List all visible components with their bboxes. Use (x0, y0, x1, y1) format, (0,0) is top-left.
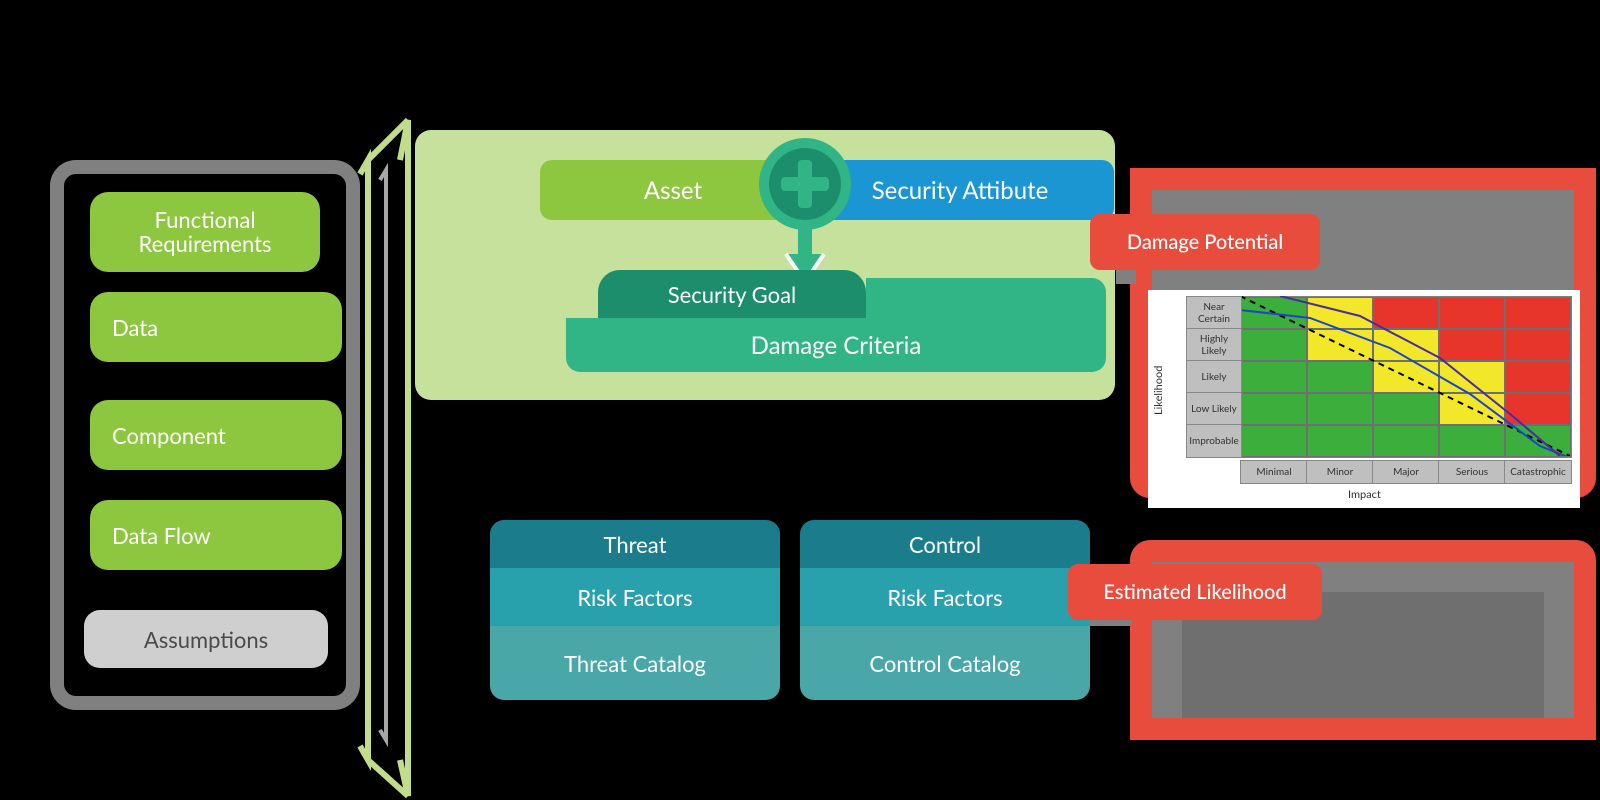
control-card: Control Risk Factors Control Catalog (800, 520, 1090, 700)
matrix-cell (1307, 329, 1373, 361)
threat-catalog: Threat Catalog (490, 626, 780, 700)
matrix-cell (1373, 329, 1439, 361)
matrix-cell (1505, 329, 1571, 361)
matrix-cell (1505, 393, 1571, 425)
matrix-cell (1439, 393, 1505, 425)
matrix-cell (1439, 297, 1505, 329)
damage-potential-label: Damage Potential (1127, 230, 1283, 254)
security-attribute-label: Security Attibute (872, 176, 1049, 205)
matrix-row-label: Near Certain (1186, 296, 1242, 330)
estimated-likelihood-tab: Estimated Likelihood (1068, 564, 1322, 620)
diagram-root: Assumptions Functional Requirements Data… (0, 0, 1600, 800)
matrix-x-axis-title: Impact (1348, 488, 1381, 501)
matrix-cell (1505, 297, 1571, 329)
matrix-cell (1241, 361, 1307, 393)
security-goal-label: Security Goal (668, 281, 796, 308)
matrix-col-label: Minimal (1240, 460, 1308, 484)
damage-criteria-bar: Damage Criteria (566, 318, 1106, 372)
matrix-cell (1439, 425, 1505, 457)
matrix-row-label: Highly Likely (1186, 328, 1242, 362)
risk-matrix: Likelihood Impact Near Certain Highly Li… (1148, 290, 1580, 508)
threat-risk-factors: Risk Factors (490, 568, 780, 626)
matrix-cell (1505, 361, 1571, 393)
matrix-cell (1373, 425, 1439, 457)
damage-potential-tab: Damage Potential (1090, 214, 1320, 270)
matrix-row-label: Likely (1186, 360, 1242, 394)
matrix-cell (1307, 425, 1373, 457)
matrix-cell (1241, 393, 1307, 425)
plus-location-icon (740, 130, 870, 290)
matrix-cell (1373, 393, 1439, 425)
matrix-grid (1240, 296, 1572, 458)
control-card-title: Control (800, 520, 1090, 568)
matrix-col-label: Serious (1438, 460, 1506, 484)
control-risk-factors: Risk Factors (800, 568, 1090, 626)
matrix-row-label: Low Likely (1186, 392, 1242, 426)
threat-card-title: Threat (490, 520, 780, 568)
estimated-likelihood-label: Estimated Likelihood (1103, 580, 1286, 604)
goal-right-fill (866, 278, 1106, 318)
matrix-cell (1307, 297, 1373, 329)
security-goal-tab: Security Goal (598, 270, 866, 318)
threat-card: Threat Risk Factors Threat Catalog (490, 520, 780, 700)
matrix-row-label: Improbable (1186, 424, 1242, 458)
matrix-col-label: Catastrophic (1504, 460, 1572, 484)
matrix-cell (1307, 361, 1373, 393)
matrix-cell (1439, 361, 1505, 393)
matrix-cell (1439, 329, 1505, 361)
matrix-y-axis-title: Likelihood (1152, 350, 1172, 430)
matrix-cell (1307, 393, 1373, 425)
matrix-cell (1373, 297, 1439, 329)
matrix-col-label: Major (1372, 460, 1440, 484)
damage-criteria-label: Damage Criteria (751, 331, 922, 360)
matrix-col-label: Minor (1306, 460, 1374, 484)
control-catalog: Control Catalog (800, 626, 1090, 700)
matrix-cell (1373, 361, 1439, 393)
matrix-cell (1241, 329, 1307, 361)
matrix-cell (1241, 297, 1307, 329)
matrix-cell (1505, 425, 1571, 457)
asset-label: Asset (644, 176, 702, 205)
matrix-cell (1241, 425, 1307, 457)
